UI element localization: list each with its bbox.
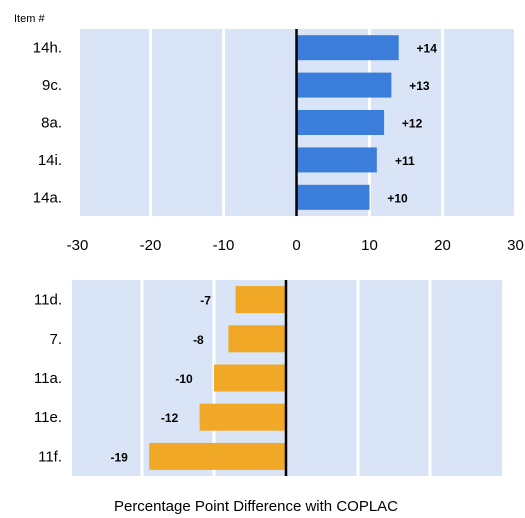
x-axis-title: Percentage Point Difference with COPLAC	[114, 498, 398, 515]
category-label: 11e.	[34, 409, 62, 426]
x-tick-label: 0	[292, 237, 300, 254]
data-label: -7	[200, 294, 211, 308]
bar	[296, 184, 370, 210]
category-label: 8a.	[41, 115, 62, 132]
data-label: +12	[402, 117, 423, 131]
data-label: -19	[111, 450, 129, 464]
bar	[149, 442, 286, 470]
category-label: 14a.	[33, 189, 62, 206]
category-header: Item #	[14, 13, 45, 25]
category-label: 11a.	[34, 370, 62, 387]
data-label: +13	[409, 79, 430, 93]
bar	[199, 403, 286, 431]
data-label: +14	[417, 42, 438, 56]
bar	[228, 325, 286, 353]
category-label: 14h.	[33, 40, 62, 57]
category-label: 7.	[49, 331, 62, 348]
negative-differences-chart: 11d. -7 7. -8 11a. -10 11e. -12 11f. -19	[34, 280, 502, 476]
data-label: +10	[387, 191, 408, 205]
x-tick-label: -10	[213, 237, 235, 254]
bar	[296, 147, 377, 173]
data-label: -12	[161, 411, 179, 425]
data-label: -10	[175, 372, 193, 386]
data-label: -8	[193, 333, 204, 347]
category-label: 11d.	[34, 292, 62, 309]
x-tick-label: -20	[140, 237, 162, 254]
category-label: 14i.	[38, 152, 62, 169]
category-label: 9c.	[42, 77, 62, 94]
positive-differences-chart: Item # 14h. +14 9c. +13 8a. +12 14i. +11 14a. +10…	[14, 13, 524, 254]
bar	[296, 110, 385, 135]
bar	[296, 35, 399, 61]
x-tick-label: 20	[434, 237, 451, 254]
data-label: +11	[395, 154, 415, 168]
bar	[235, 286, 286, 314]
x-tick-label: -30	[67, 237, 89, 254]
x-tick-label: 30	[507, 237, 524, 254]
bar	[214, 364, 286, 392]
category-label: 11f.	[38, 448, 62, 465]
bar	[296, 72, 392, 98]
x-tick-label: 10	[361, 237, 378, 254]
